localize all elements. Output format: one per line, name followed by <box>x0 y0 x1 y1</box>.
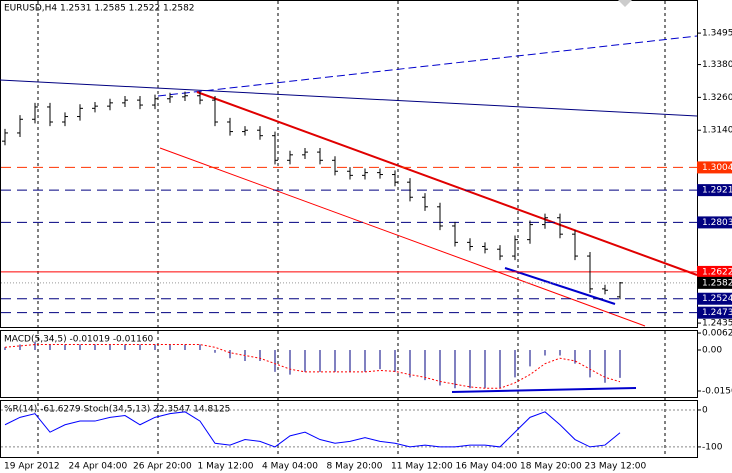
x-tick-label: 23 May 12:00 <box>585 462 647 472</box>
price-box-label: 1.2803 <box>702 218 732 228</box>
chart-title: EURUSD,H4 1.2531 1.2585 1.2522 1.2582 <box>4 4 195 14</box>
y-tick-label: 1.3380 <box>702 60 732 70</box>
y-tick-label: 1.3495 <box>702 29 732 39</box>
price-box <box>697 216 732 229</box>
price-box <box>697 292 732 305</box>
price-box-label: 1.2582 <box>702 278 732 288</box>
price-box <box>697 265 732 278</box>
price-box <box>697 276 732 289</box>
price-box <box>697 184 732 197</box>
x-tick-label: 16 May 04:00 <box>456 462 518 472</box>
trend-lines <box>0 35 698 393</box>
y-tick-label: 0.00 <box>702 346 722 356</box>
scroll-marker <box>618 0 632 7</box>
price-box <box>697 161 732 174</box>
x-tick-label: 4 May 04:00 <box>262 462 318 472</box>
y-tick-label: -100 <box>702 442 723 452</box>
price-box-label: 1.2524 <box>702 294 732 304</box>
x-tick-label: 24 Apr 04:00 <box>69 462 128 472</box>
x-tick-label: 11 May 12:00 <box>391 462 453 472</box>
x-tick-label: 26 Apr 20:00 <box>133 462 192 472</box>
x-tick-label: 8 May 20:00 <box>327 462 383 472</box>
macd-panel <box>0 330 698 398</box>
y-tick-label: 0.00621 <box>702 329 732 339</box>
y-tick-label: 1.3260 <box>702 93 732 103</box>
price-box-label: 1.2921 <box>702 186 732 196</box>
x-tick-label: 18 May 20:00 <box>520 462 582 472</box>
x-tick-label: 19 Apr 2012 <box>4 462 60 472</box>
y-tick-label: 1.3140 <box>702 126 732 136</box>
price-box-label: 1.2473 <box>702 308 732 318</box>
oscillator-line <box>4 411 621 448</box>
price-box <box>697 306 732 319</box>
main-panel <box>0 0 698 328</box>
price-box-label: 1.3004 <box>702 163 732 173</box>
x-tick-label: 1 May 12:00 <box>198 462 254 472</box>
y-tick-label: 0 <box>702 405 708 415</box>
macd-title: MACD(5,34,5) -0.01019 -0.01160 <box>4 335 154 345</box>
y-tick-label: 1.2435 <box>702 319 732 329</box>
price-box-label: 1.2622 <box>702 267 732 277</box>
